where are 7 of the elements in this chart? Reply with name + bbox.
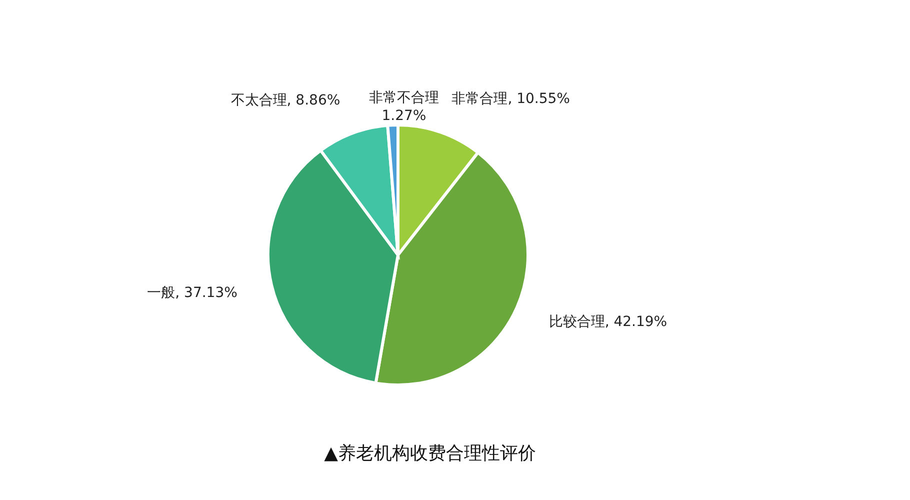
slice-label: 一般, 37.13% [147,284,238,301]
slice-label: 非常不合理 [368,90,439,106]
slice-label: 比较合理, 42.19% [548,314,668,330]
text: ▲养老机构收费合理性评价 [324,443,536,464]
slice-label: 非常合理, 10.55% [452,90,570,107]
slice-label: 不太合理, 8.86% [230,92,340,108]
data-label: 1.27% [382,108,426,124]
